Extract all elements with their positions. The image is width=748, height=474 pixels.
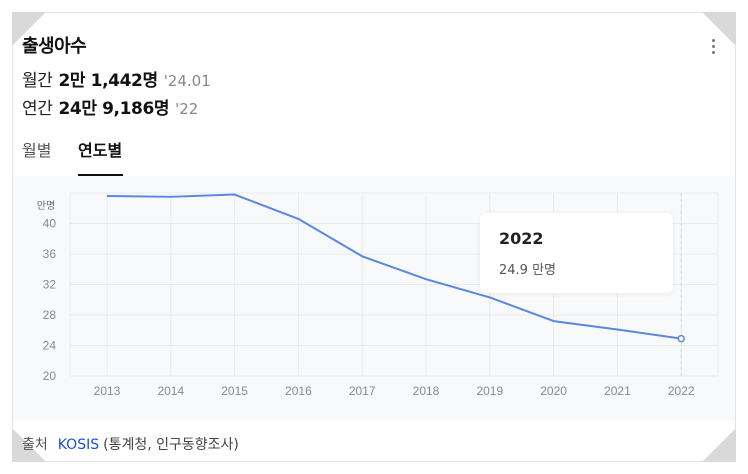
x-tick-label: 2014 <box>157 384 184 398</box>
y-tick-label: 32 <box>43 278 57 292</box>
data-point <box>487 295 492 300</box>
yearly-stat: 연간 24만 9,186명 '22 <box>22 94 198 119</box>
monthly-stat-date: '24.01 <box>163 72 211 90</box>
x-tick-label: 2017 <box>349 384 376 398</box>
source-line: 출처 KOSIS (통계청, 인구동향조사) <box>22 434 239 454</box>
corner-mark-bottom-right <box>702 428 736 462</box>
x-tick-label: 2019 <box>476 384 503 398</box>
data-point <box>296 216 301 221</box>
yearly-stat-date: '22 <box>175 100 199 118</box>
corner-mark-top-left <box>12 12 46 46</box>
source-link-kosis[interactable]: KOSIS <box>57 437 100 453</box>
tooltip-year: 2022 <box>499 229 544 248</box>
monthly-stat-label: 월간 <box>22 71 53 91</box>
y-tick-label: 40 <box>43 217 57 231</box>
x-tick-label: 2013 <box>94 384 121 398</box>
y-tick-label: 36 <box>43 247 57 261</box>
x-tick-label: 2016 <box>285 384 312 398</box>
data-point <box>232 192 237 197</box>
x-tick-label: 2020 <box>540 384 567 398</box>
data-point <box>615 327 620 332</box>
series-line <box>106 193 682 340</box>
card-title: 출생아수 <box>22 36 87 57</box>
source-label: 출처 <box>22 437 48 453</box>
x-tick-label: 2018 <box>413 384 440 398</box>
more-options-icon[interactable] <box>704 36 724 58</box>
active-tab-indicator <box>78 174 123 176</box>
data-point <box>424 277 429 282</box>
source-detail: (통계청, 인구동향조사) <box>103 437 239 453</box>
yearly-stat-label: 연간 <box>22 99 53 119</box>
y-tick-label: 24 <box>43 339 57 353</box>
x-tick-label: 2015 <box>221 384 248 398</box>
y-axis-unit-label: 만명 <box>37 200 55 212</box>
monthly-stat: 월간 2만 1,442명 '24.01 <box>22 66 211 91</box>
birth-count-line-chart: 20 24 28 32 36 40 만명 2013 2014 2015 2016 2017 2018 20… <box>37 192 719 398</box>
yearly-stat-value: 24만 9,186명 <box>58 99 170 119</box>
tooltip-value: 24.9 만명 <box>499 263 556 278</box>
data-point <box>551 319 556 324</box>
y-tick-label: 28 <box>43 308 57 322</box>
x-tick-label: 2022 <box>668 384 695 398</box>
data-point <box>105 194 110 199</box>
monthly-stat-value: 2만 1,442명 <box>58 71 158 91</box>
chart-tooltip: 2022 24.9 만명 <box>480 213 673 293</box>
data-point <box>168 194 173 199</box>
tab-yearly[interactable]: 연도별 <box>78 141 123 160</box>
tab-monthly[interactable]: 월별 <box>22 141 52 160</box>
x-tick-label: 2021 <box>604 384 631 398</box>
data-point <box>360 254 365 259</box>
y-tick-label: 20 <box>43 369 57 383</box>
highlighted-data-point <box>677 334 685 343</box>
corner-mark-bottom-left <box>12 428 46 462</box>
corner-mark-top-right <box>702 12 736 46</box>
